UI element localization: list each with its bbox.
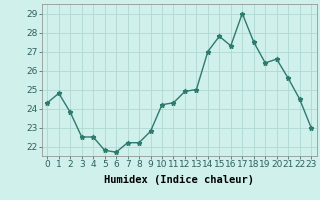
X-axis label: Humidex (Indice chaleur): Humidex (Indice chaleur) bbox=[104, 175, 254, 185]
